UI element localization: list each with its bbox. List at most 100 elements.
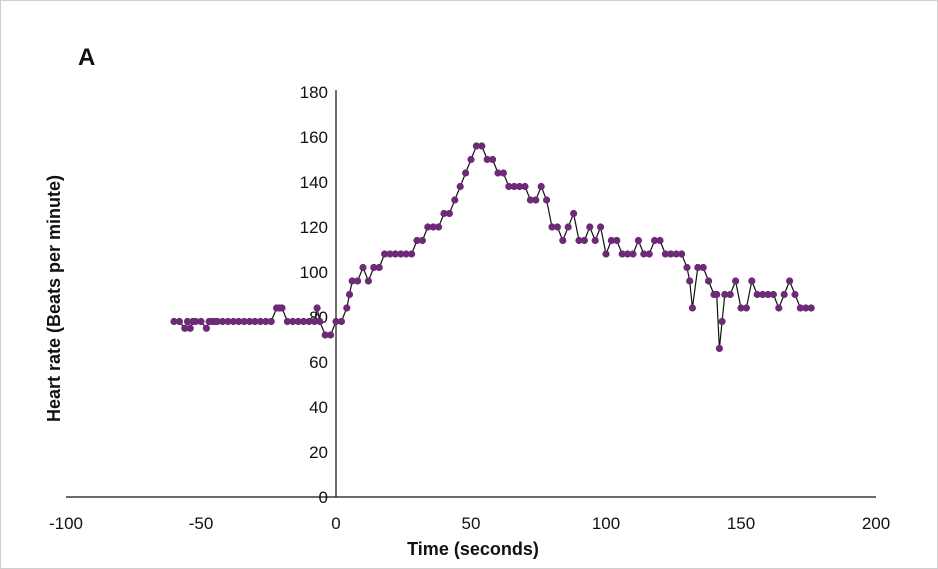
data-point: [791, 290, 799, 299]
data-point: [310, 317, 318, 326]
data-point: [586, 223, 594, 231]
data-point: [694, 263, 702, 272]
data-point: [462, 169, 470, 177]
data-point: [229, 317, 237, 326]
data-point: [624, 250, 632, 258]
data-point: [278, 304, 286, 312]
data-point: [713, 290, 721, 299]
data-point: [213, 317, 221, 326]
data-point: [775, 304, 783, 312]
data-point: [440, 209, 448, 218]
data-point: [796, 304, 805, 312]
data-point: [748, 277, 756, 285]
y-tick-label: 40: [309, 398, 328, 417]
data-point: [559, 236, 567, 245]
data-point: [202, 324, 210, 332]
x-tick-label: 150: [727, 514, 755, 533]
data-point: [321, 331, 329, 339]
data-point: [451, 196, 459, 204]
data-point: [235, 317, 243, 326]
data-point: [267, 317, 275, 326]
axes-group: [66, 90, 876, 498]
data-point: [316, 317, 324, 326]
data-point: [705, 277, 713, 285]
data-point: [759, 290, 767, 299]
data-point: [240, 317, 248, 326]
data-point: [408, 250, 416, 258]
data-point: [521, 182, 529, 191]
data-point: [537, 182, 545, 191]
data-point: [391, 250, 399, 258]
tick-labels-group: -100 -50 0 50 100 150 200020406080100120140160…: [49, 83, 890, 533]
data-point: [170, 317, 178, 326]
data-point: [305, 317, 313, 326]
data-point: [381, 250, 389, 258]
data-point: [645, 250, 653, 258]
y-tick-label: 20: [309, 443, 328, 462]
heart-rate-points: [170, 142, 815, 353]
data-point: [753, 290, 761, 299]
data-point: [183, 317, 192, 326]
data-point: [699, 263, 707, 272]
data-point: [251, 317, 259, 326]
data-point: [256, 317, 264, 326]
data-point: [472, 142, 480, 150]
data-point: [656, 236, 664, 245]
data-point: [672, 250, 680, 258]
data-point: [570, 209, 578, 218]
x-tick-label: 200: [862, 514, 890, 533]
x-tick-label: 50: [462, 514, 481, 533]
data-point: [688, 304, 697, 312]
data-point: [651, 236, 659, 245]
data-point: [807, 304, 815, 312]
data-point: [246, 317, 254, 326]
data-point: [345, 290, 354, 299]
panel-label: A: [78, 44, 96, 71]
data-point: [418, 236, 426, 245]
data-point: [526, 196, 535, 204]
data-point: [802, 304, 810, 312]
data-point: [386, 250, 394, 258]
data-point: [678, 250, 686, 258]
data-point: [348, 277, 356, 285]
data-point: [483, 155, 491, 164]
data-point: [640, 250, 648, 258]
data-point: [359, 263, 367, 272]
data-point: [661, 250, 670, 258]
data-point: [553, 223, 562, 231]
data-point: [413, 236, 421, 245]
data-point: [532, 196, 540, 204]
data-point: [313, 304, 321, 312]
x-tick-label: -100: [49, 514, 83, 533]
y-tick-label: 60: [309, 353, 328, 372]
data-point: [337, 317, 345, 326]
data-point: [354, 277, 362, 285]
data-point: [478, 142, 486, 150]
data-point: [769, 290, 778, 299]
x-tick-label: 100: [592, 514, 620, 533]
data-point: [548, 223, 556, 231]
data-point: [516, 182, 524, 191]
data-point: [489, 155, 497, 164]
data-point: [397, 250, 405, 258]
x-axis-label: Time (seconds): [407, 539, 539, 559]
data-point: [602, 250, 610, 258]
data-point: [667, 250, 675, 258]
data-point: [456, 182, 464, 191]
data-point: [467, 155, 475, 164]
data-point: [181, 324, 189, 332]
data-point: [732, 277, 740, 285]
data-point: [429, 223, 437, 231]
data-point: [726, 290, 734, 299]
data-point: [197, 317, 205, 326]
y-tick-label: 140: [300, 173, 328, 192]
data-point: [499, 169, 507, 177]
data-point: [715, 344, 724, 353]
data-point: [343, 304, 351, 312]
data-point: [445, 209, 453, 218]
data-point: [424, 223, 432, 231]
data-point: [327, 331, 335, 339]
data-point: [289, 317, 297, 326]
data-point: [618, 250, 626, 258]
